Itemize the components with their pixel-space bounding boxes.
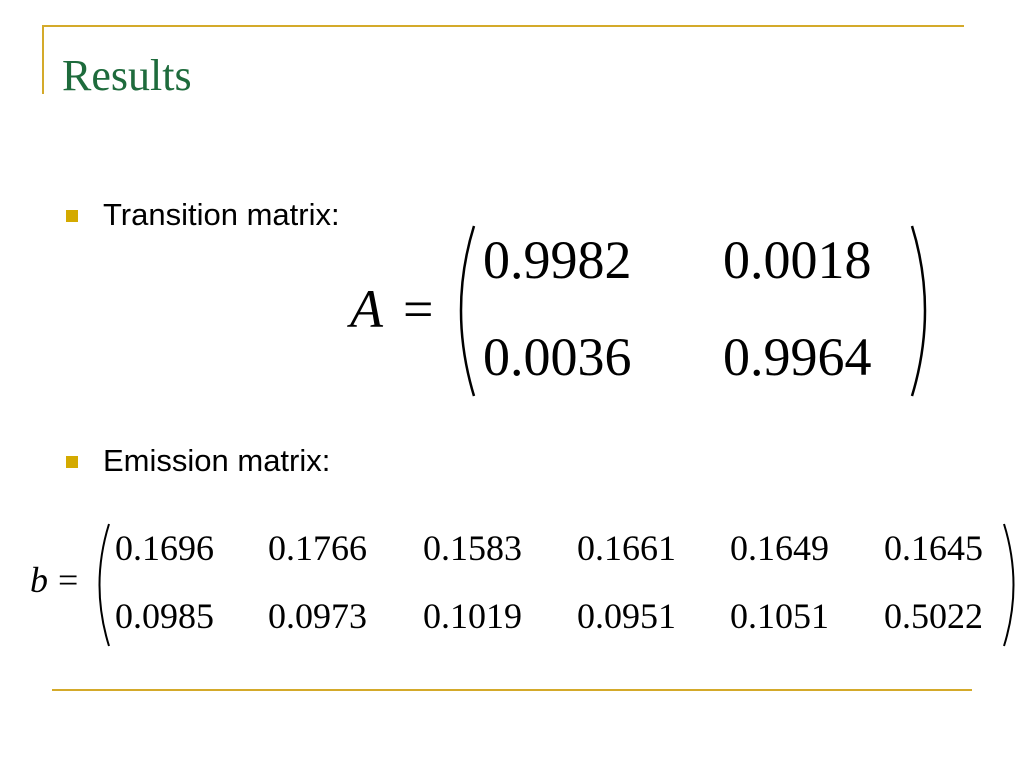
slide-title: Results — [62, 51, 192, 100]
matrix-cell: 0.0951 — [577, 596, 676, 636]
matrix-cell: 0.0985 — [115, 596, 214, 636]
left-paren — [459, 225, 476, 397]
matrix-cell: 0.1661 — [577, 528, 676, 568]
bullet-text: Emission matrix: — [103, 443, 330, 478]
matrix-symbol: A — [347, 279, 384, 339]
matrix-cell: 0.0036 — [483, 327, 632, 387]
right-paren — [1003, 523, 1015, 647]
equals-sign: = — [58, 560, 78, 600]
bullet — [66, 210, 78, 222]
matrix-symbol: b — [30, 560, 48, 600]
left-paren — [98, 523, 110, 647]
matrix-cell: 0.1649 — [730, 528, 829, 568]
equals-sign: = — [403, 279, 433, 339]
matrix-cell: 0.0973 — [268, 596, 367, 636]
matrix-cell: 0.5022 — [884, 596, 983, 636]
matrix-cell: 0.0018 — [723, 230, 872, 290]
bullet — [66, 456, 78, 468]
matrix-cell: 0.1645 — [884, 528, 983, 568]
matrix-cell: 0.9964 — [723, 327, 872, 387]
bullet-text: Transition matrix: — [103, 197, 340, 232]
matrix-cell: 0.1583 — [423, 528, 522, 568]
matrix-cell: 0.1051 — [730, 596, 829, 636]
matrix-cell: 0.1696 — [115, 528, 214, 568]
matrix-cell: 0.9982 — [483, 230, 632, 290]
matrix-cell: 0.1019 — [423, 596, 522, 636]
right-paren — [910, 225, 927, 397]
matrix-cell: 0.1766 — [268, 528, 367, 568]
